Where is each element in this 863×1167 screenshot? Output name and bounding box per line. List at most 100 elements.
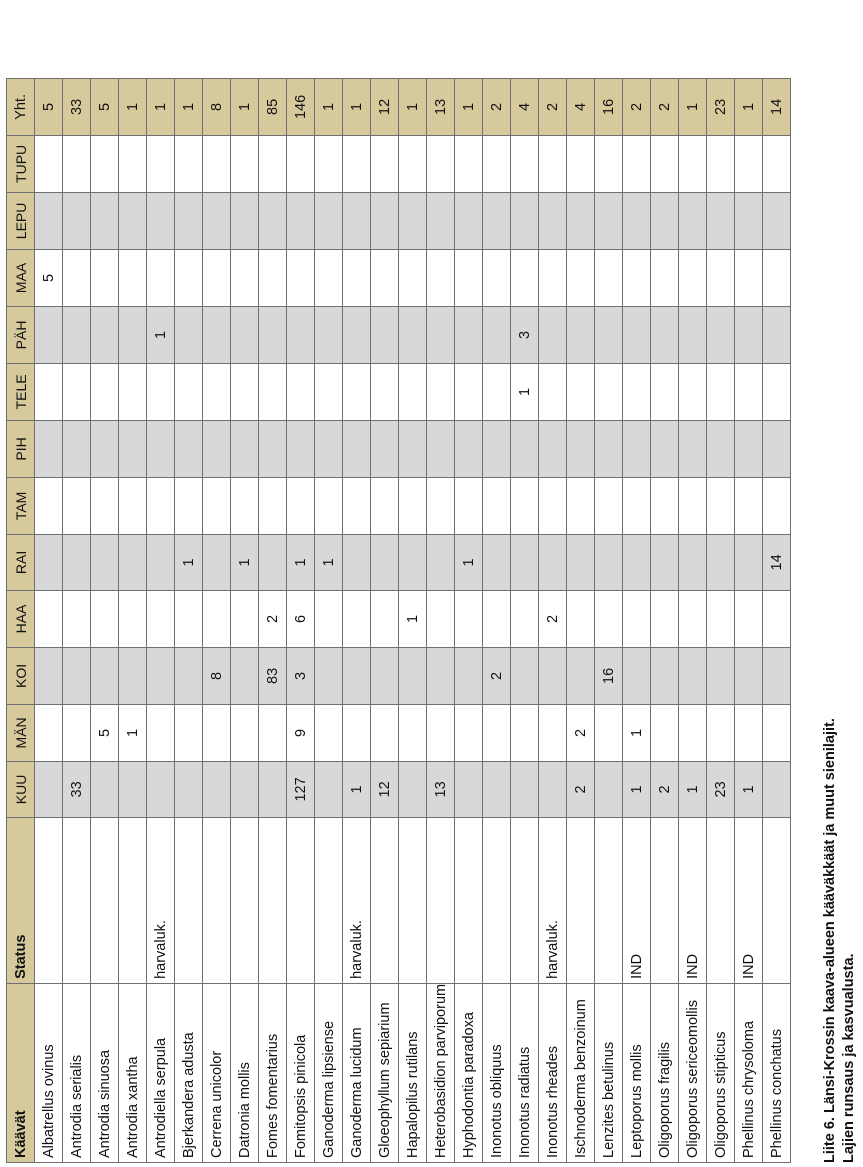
count-cell: 1 xyxy=(174,534,203,591)
count-cell xyxy=(426,590,455,648)
count-cell xyxy=(62,192,91,250)
count-cell xyxy=(118,192,147,250)
count-cell xyxy=(370,590,399,648)
count-cell xyxy=(734,647,763,705)
count-cell xyxy=(62,477,91,535)
count-cell xyxy=(230,363,259,421)
count-cell: 9 xyxy=(286,704,315,762)
count-cell xyxy=(398,761,427,818)
species-name: Inonotus obliquus xyxy=(482,983,511,1163)
table-row: Inonotus rheades harvaluk. 2 2 xyxy=(538,78,567,1163)
table-row: Inonotus obliquus 2 2 xyxy=(482,78,511,1163)
count-cell xyxy=(650,534,679,591)
table-row: Oligoporus fragilis 2 2 xyxy=(650,78,679,1163)
table-row: Phellinus chrysoloma IND 1 1 xyxy=(734,78,763,1163)
table-row: Ganoderma lucidum harvaluk. 1 1 xyxy=(342,78,371,1163)
count-cell xyxy=(650,477,679,535)
count-cell xyxy=(202,363,231,421)
table-row: Fomes fomentarius 83 2 85 xyxy=(258,78,287,1163)
count-cell xyxy=(342,249,371,307)
count-cell: 23 xyxy=(706,761,735,818)
count-cell xyxy=(734,363,763,421)
count-cell xyxy=(762,647,791,705)
count-cell xyxy=(706,590,735,648)
count-cell xyxy=(426,420,455,478)
count-cell xyxy=(34,534,63,591)
count-cell xyxy=(762,590,791,648)
count-cell xyxy=(594,761,623,818)
area-column-header: KOI xyxy=(6,647,35,705)
table-row: Gloeophyllum sepiarium 12 12 xyxy=(370,78,399,1163)
count-cell xyxy=(510,420,539,478)
table-row: Phellinus conchatus 14 14 xyxy=(762,78,791,1163)
count-cell xyxy=(118,590,147,648)
total-cell: 1 xyxy=(342,78,371,136)
count-cell xyxy=(174,420,203,478)
count-cell xyxy=(90,590,119,648)
count-cell: 13 xyxy=(426,761,455,818)
count-cell xyxy=(118,477,147,535)
area-column-header: PÄH xyxy=(6,306,35,364)
count-cell xyxy=(594,534,623,591)
count-cell xyxy=(258,704,287,762)
species-name: Inonotus rheades xyxy=(538,983,567,1163)
count-cell xyxy=(90,363,119,421)
species-name: Fomes fomentarius xyxy=(258,983,287,1163)
count-cell xyxy=(202,135,231,193)
count-cell xyxy=(230,704,259,762)
count-cell xyxy=(90,249,119,307)
count-cell xyxy=(426,363,455,421)
species-column-header: Käävät xyxy=(6,983,35,1163)
count-cell xyxy=(34,192,63,250)
count-cell xyxy=(174,363,203,421)
species-name: Oligoporus fragilis xyxy=(650,983,679,1163)
count-cell xyxy=(146,761,175,818)
count-cell xyxy=(482,192,511,250)
count-cell xyxy=(146,192,175,250)
count-cell: 2 xyxy=(538,590,567,648)
count-cell xyxy=(622,647,651,705)
count-cell xyxy=(314,761,343,818)
count-cell: 3 xyxy=(286,647,315,705)
count-cell xyxy=(202,192,231,250)
count-cell xyxy=(482,704,511,762)
count-cell xyxy=(650,135,679,193)
count-cell: 1 xyxy=(510,363,539,421)
count-cell: 1 xyxy=(622,704,651,762)
count-cell xyxy=(146,647,175,705)
status-cell xyxy=(202,817,231,984)
count-cell xyxy=(482,761,511,818)
count-cell xyxy=(342,534,371,591)
count-cell xyxy=(566,420,595,478)
total-cell: 33 xyxy=(62,78,91,136)
count-cell xyxy=(538,249,567,307)
status-cell: IND xyxy=(734,817,763,984)
count-cell xyxy=(90,135,119,193)
total-cell: 4 xyxy=(566,78,595,136)
count-cell xyxy=(762,704,791,762)
total-cell: 1 xyxy=(314,78,343,136)
status-cell xyxy=(286,817,315,984)
count-cell xyxy=(62,704,91,762)
count-cell: 14 xyxy=(762,534,791,591)
total-cell: 2 xyxy=(622,78,651,136)
count-cell xyxy=(482,477,511,535)
count-cell xyxy=(230,306,259,364)
count-cell: 1 xyxy=(622,761,651,818)
table-row: Bjerkandera adusta 1 1 xyxy=(174,78,203,1163)
species-name: Hapalopilus rutilans xyxy=(398,983,427,1163)
count-cell xyxy=(398,249,427,307)
total-cell: 2 xyxy=(538,78,567,136)
count-cell xyxy=(426,192,455,250)
status-cell xyxy=(762,817,791,984)
count-cell xyxy=(678,249,707,307)
count-cell xyxy=(538,363,567,421)
table-row: Lenzites betulinus 16 16 xyxy=(594,78,623,1163)
total-cell: 1 xyxy=(678,78,707,136)
count-cell xyxy=(454,704,483,762)
count-cell xyxy=(426,704,455,762)
count-cell xyxy=(762,363,791,421)
count-cell xyxy=(454,306,483,364)
species-name: Leptoporus mollis xyxy=(622,983,651,1163)
